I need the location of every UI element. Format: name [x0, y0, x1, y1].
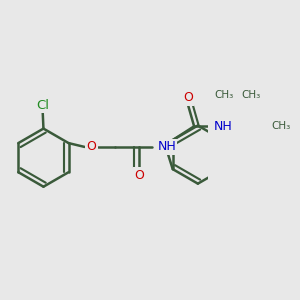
Text: NH: NH — [157, 140, 176, 153]
Text: CH₃: CH₃ — [272, 121, 291, 131]
Text: O: O — [183, 92, 193, 104]
Text: CH₃: CH₃ — [214, 89, 234, 100]
Text: O: O — [134, 169, 144, 182]
Text: O: O — [87, 140, 97, 153]
Text: Cl: Cl — [36, 99, 49, 112]
Text: NH: NH — [214, 120, 233, 133]
Text: CH₃: CH₃ — [242, 89, 261, 100]
